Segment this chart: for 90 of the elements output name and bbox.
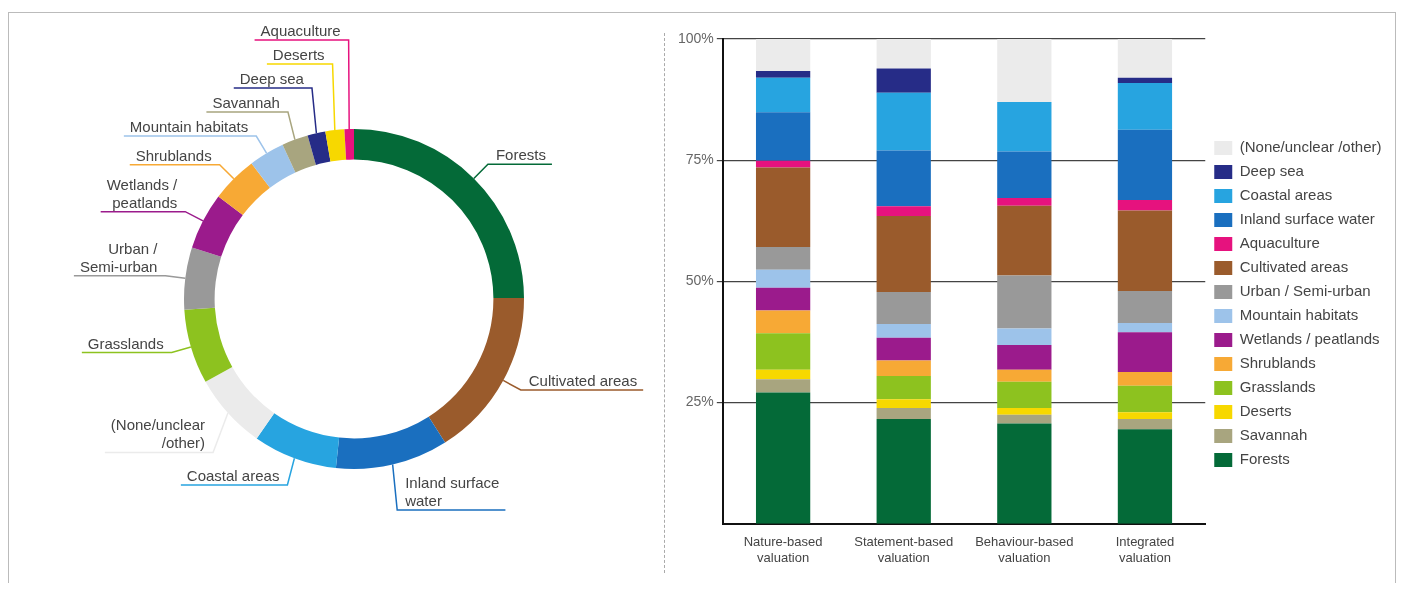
x-tick-label: Nature-based valuation xyxy=(743,534,823,565)
legend-label: Urban / Semi-urban xyxy=(1239,282,1371,300)
y-tick-label: 100% xyxy=(677,29,714,46)
legend-label: Forests xyxy=(1239,450,1290,468)
bar xyxy=(755,287,811,311)
legend-label: Coastal areas xyxy=(1239,186,1333,204)
bar xyxy=(997,151,1052,199)
slice-label: Urban / Semi-urban xyxy=(79,239,159,275)
slice-label: Shrublands xyxy=(135,146,212,164)
bar xyxy=(1117,412,1173,420)
bar xyxy=(755,379,811,393)
bar xyxy=(1117,385,1173,413)
legend-label: Inland surface water xyxy=(1239,210,1375,228)
bar xyxy=(1117,77,1173,84)
bar xyxy=(876,215,931,293)
bar xyxy=(755,39,811,71)
slice-label: Aquaculture xyxy=(260,22,341,40)
bar xyxy=(997,102,1052,152)
bar xyxy=(876,360,931,376)
bar xyxy=(876,68,931,93)
bar xyxy=(1117,83,1173,130)
x-tick-label: Integrated valuation xyxy=(1115,534,1175,565)
bar xyxy=(755,246,811,270)
bar xyxy=(876,92,931,151)
bar xyxy=(755,112,811,161)
bar xyxy=(755,333,811,370)
legend-label: (None/unclear /other) xyxy=(1239,138,1382,156)
bar xyxy=(876,399,931,408)
x-tick-label: Statement-based valuation xyxy=(854,534,954,565)
bar xyxy=(997,381,1052,408)
bar xyxy=(997,328,1052,345)
legend-label: Deep sea xyxy=(1239,162,1305,180)
legend-label: Wetlands / peatlands xyxy=(1239,330,1380,348)
bar xyxy=(755,369,811,380)
legend-label: Shrublands xyxy=(1239,354,1316,372)
bar xyxy=(1117,129,1173,200)
bar xyxy=(1117,429,1173,524)
y-tick-label: 75% xyxy=(685,151,714,168)
y-tick-label: 25% xyxy=(685,393,714,410)
slice-label: Deep sea xyxy=(239,70,305,88)
bar xyxy=(876,407,931,420)
bar xyxy=(997,423,1052,524)
slice-label: Savannah xyxy=(212,94,280,112)
bar xyxy=(997,414,1052,424)
bar xyxy=(876,419,931,524)
bar xyxy=(876,337,931,361)
legend-label: Mountain habitats xyxy=(1239,306,1359,324)
slice-label: Coastal areas xyxy=(186,466,280,484)
bar xyxy=(876,150,931,207)
bar xyxy=(997,198,1052,206)
bar xyxy=(997,369,1052,382)
legend-label: Deserts xyxy=(1239,402,1292,420)
bar xyxy=(755,71,811,78)
bar xyxy=(876,292,931,325)
bar xyxy=(755,269,811,288)
slice-label: Inland surface water xyxy=(404,474,500,510)
bar xyxy=(876,324,931,338)
slice-label: Deserts xyxy=(272,46,325,64)
slice-label: Cultivated areas xyxy=(528,372,638,390)
bar xyxy=(876,206,931,216)
bar xyxy=(1117,291,1173,324)
legend-label: Savannah xyxy=(1239,426,1308,444)
bar xyxy=(997,205,1052,276)
bar xyxy=(1117,332,1173,373)
bar xyxy=(997,275,1052,329)
slice-label: (None/unclear /other) xyxy=(110,416,206,452)
bar xyxy=(997,407,1052,415)
bar xyxy=(755,310,811,334)
legend-label: Cultivated areas xyxy=(1239,258,1349,276)
bar xyxy=(876,39,931,69)
bar xyxy=(1117,323,1173,333)
y-tick-label: 50% xyxy=(685,272,714,289)
bar xyxy=(1117,419,1173,430)
bar xyxy=(755,167,811,247)
bar xyxy=(997,39,1052,103)
bar xyxy=(1117,210,1173,292)
bar xyxy=(876,375,931,400)
bar xyxy=(1117,199,1173,211)
bar xyxy=(1117,39,1173,78)
bar xyxy=(755,392,811,524)
slice-label: Grasslands xyxy=(87,334,164,352)
bar xyxy=(755,77,811,113)
bar xyxy=(997,344,1052,370)
slice-label: Forests xyxy=(495,146,546,164)
legend-label: Grasslands xyxy=(1239,378,1316,396)
x-tick-label: Behaviour-based valuation xyxy=(975,534,1074,565)
bar xyxy=(1117,372,1173,386)
slice-label: Mountain habitats xyxy=(129,118,249,136)
slice-label: Wetlands / peatlands xyxy=(106,175,179,211)
legend-label: Aquaculture xyxy=(1239,234,1320,252)
